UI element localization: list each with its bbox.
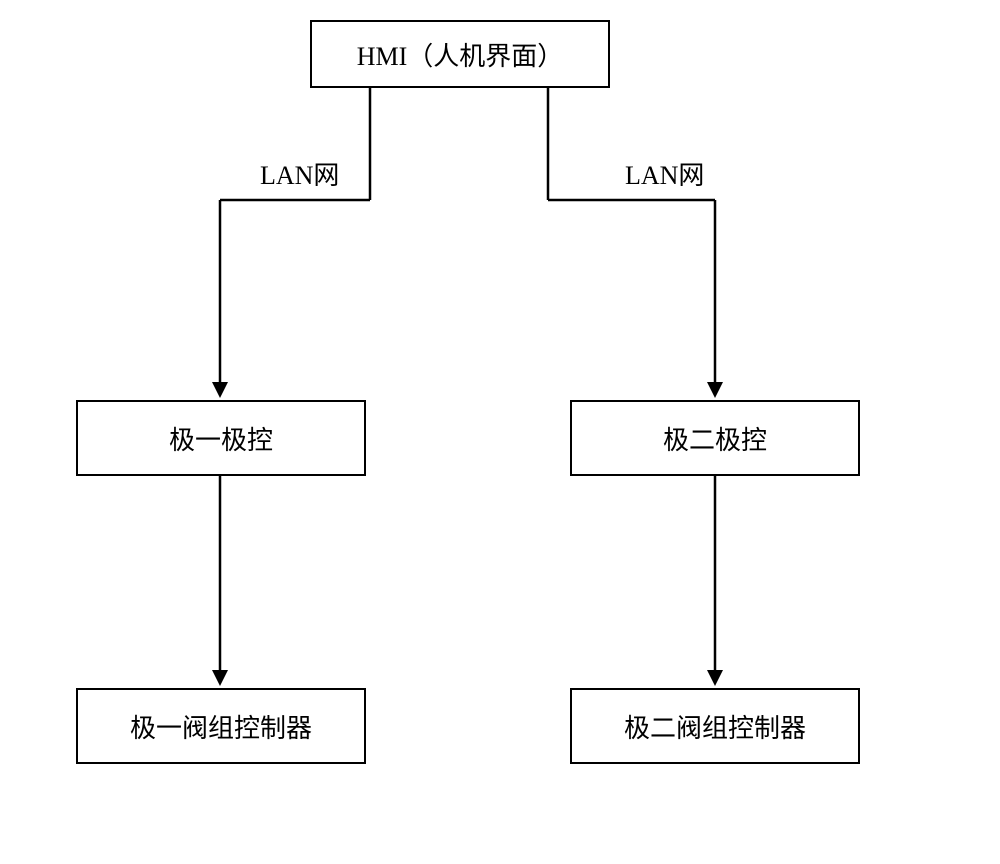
node-pole2-valve-label: 极二阀组控制器 (624, 708, 806, 745)
arrow-pole2c-valve (707, 670, 723, 686)
arrow-hmi-pole1 (212, 382, 228, 398)
node-pole2-control-label: 极二极控 (663, 420, 767, 457)
node-pole1-control-label: 极一极控 (169, 420, 273, 457)
node-hmi: HMI（人机界面） (310, 20, 610, 88)
node-hmi-label: HMI（人机界面） (357, 36, 564, 73)
arrow-hmi-pole2 (707, 382, 723, 398)
node-pole2-control: 极二极控 (570, 400, 860, 476)
node-pole1-valve: 极一阀组控制器 (76, 688, 366, 764)
node-pole2-valve: 极二阀组控制器 (570, 688, 860, 764)
arrow-pole1c-valve (212, 670, 228, 686)
edge-label-lan1: LAN网 (260, 155, 339, 192)
flowchart-container: HMI（人机界面） 极一极控 极二极控 极一阀组控制器 极二阀组控制器 LAN网… (0, 0, 1000, 864)
edge-label-lan2: LAN网 (625, 155, 704, 192)
node-pole1-valve-label: 极一阀组控制器 (130, 708, 312, 745)
node-pole1-control: 极一极控 (76, 400, 366, 476)
